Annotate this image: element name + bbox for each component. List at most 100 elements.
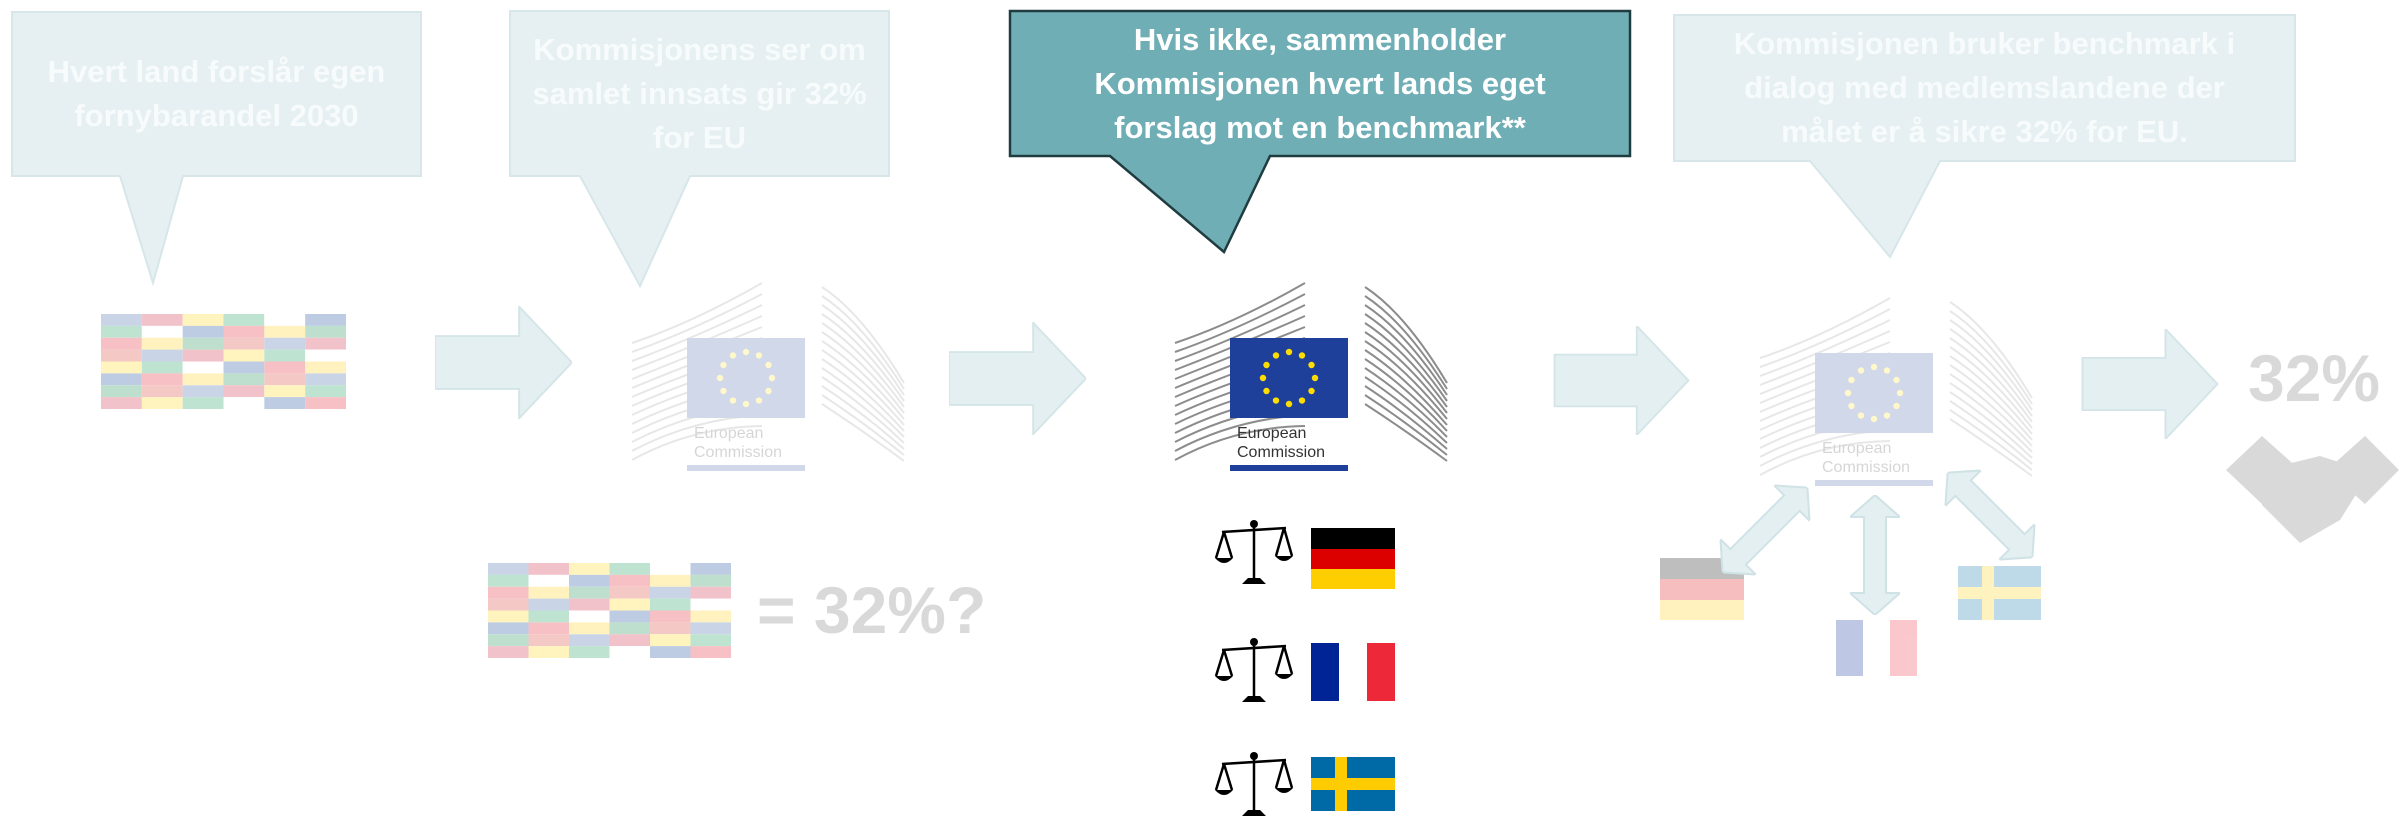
- flag-tile: [101, 325, 142, 338]
- logo-text: Commission: [1822, 459, 1910, 476]
- logo-flag: [1815, 353, 1933, 433]
- flag-tile: [650, 634, 691, 647]
- flag-tile: [101, 314, 142, 326]
- logo-star: [1857, 367, 1865, 374]
- logo-line: [1364, 358, 1448, 432]
- logo-star: [1298, 352, 1306, 359]
- logo-line: [631, 304, 763, 362]
- logo-underline: [1230, 465, 1348, 471]
- logo-line: [1364, 394, 1448, 456]
- result: 32%: [2248, 341, 2381, 415]
- logo-star: [1870, 363, 1878, 371]
- logo-line: [1949, 355, 2033, 435]
- logo-line: [1759, 341, 1891, 395]
- logo-text: Commission: [1237, 444, 1325, 461]
- ec-logo: European Commission: [1759, 297, 2033, 486]
- flag-tile: [488, 563, 529, 575]
- flag-tile: [223, 397, 265, 409]
- logo-text: Commission: [694, 444, 782, 461]
- flag-tile: [609, 610, 650, 623]
- flag-tile: [690, 610, 731, 623]
- flag-tile: [488, 586, 529, 599]
- flag-tile: [609, 646, 650, 658]
- flag-tile: [528, 610, 569, 623]
- flag-tile: [264, 397, 306, 409]
- logo-star: [729, 352, 737, 359]
- flag-tile: [182, 314, 224, 326]
- logo-line: [1364, 403, 1448, 462]
- logo-line: [631, 337, 763, 389]
- logo-underline: [687, 465, 805, 471]
- flag-tile: [141, 337, 183, 350]
- flag-tile: [569, 622, 610, 635]
- logo-line: [1759, 429, 1891, 467]
- logo-star: [1883, 412, 1891, 419]
- logo-line: [821, 286, 905, 384]
- logo-line: [1759, 363, 1891, 413]
- ec-logo: European Commission: [631, 282, 905, 471]
- flag-tile: [690, 622, 731, 635]
- flag-tile: [141, 325, 183, 338]
- scale-icon: [1214, 750, 1294, 818]
- flag-tile: [690, 646, 731, 658]
- ec-logo: European Commission: [1174, 282, 1448, 471]
- logo-line: [821, 385, 905, 450]
- flag-tile: [101, 349, 142, 362]
- logo-star: [1308, 387, 1315, 395]
- flag-tile: [488, 646, 529, 658]
- double-arrow: [1850, 495, 1900, 615]
- logo-star: [765, 387, 772, 395]
- double-arrow: [1704, 469, 1826, 591]
- logo-text: European: [1822, 440, 1891, 457]
- logo-line: [1949, 382, 2033, 453]
- logo-line: [1364, 376, 1448, 444]
- flag-tile: [101, 397, 142, 409]
- logo-line: [1174, 425, 1306, 461]
- flag-tile: [101, 373, 142, 386]
- logo-star: [1272, 397, 1280, 404]
- logo-line: [1364, 340, 1448, 420]
- logo-line: [821, 403, 905, 462]
- logo-line: [631, 414, 763, 452]
- flag-tile: [528, 622, 569, 635]
- logo-line: [1759, 385, 1891, 431]
- logo-line: [821, 313, 905, 402]
- logo-line: [631, 282, 763, 344]
- flag-tile: [182, 385, 224, 398]
- flag-tile: [101, 385, 142, 398]
- flag-tile: [264, 325, 306, 338]
- logo-star: [1263, 387, 1270, 395]
- flag-tile: [223, 337, 265, 350]
- logo-star: [755, 397, 763, 404]
- flag-tile: [305, 373, 346, 386]
- logo-star: [1848, 376, 1855, 384]
- flag-tile: [528, 598, 569, 611]
- logo-line: [1949, 301, 2033, 399]
- logo-line: [1174, 304, 1306, 362]
- logo-line: [1949, 418, 2033, 477]
- logo-line: [1759, 330, 1891, 386]
- flag-tile: [182, 361, 224, 374]
- logo-star: [1883, 367, 1891, 374]
- flag-tile: [223, 373, 265, 386]
- logo-star: [1844, 389, 1852, 397]
- logo-star: [720, 387, 727, 395]
- flag-tile: [609, 622, 650, 635]
- logo-star: [1311, 374, 1319, 382]
- logo-line: [1759, 418, 1891, 458]
- logo-star: [1285, 348, 1293, 356]
- flag-tile: [609, 563, 650, 575]
- flag-tile: [609, 586, 650, 599]
- logo-star: [1259, 374, 1267, 382]
- flag-tile: [690, 586, 731, 599]
- logo-star: [1893, 376, 1900, 384]
- flag-collage: [101, 314, 346, 409]
- flag-tile: [264, 385, 306, 398]
- flag-tile: [264, 349, 306, 362]
- logo-line: [1949, 328, 2033, 417]
- logo-line: [631, 293, 763, 353]
- equation: = 32%?: [757, 573, 987, 647]
- callout-text: Hvert land forslår egen fornybarandel 20…: [47, 54, 386, 133]
